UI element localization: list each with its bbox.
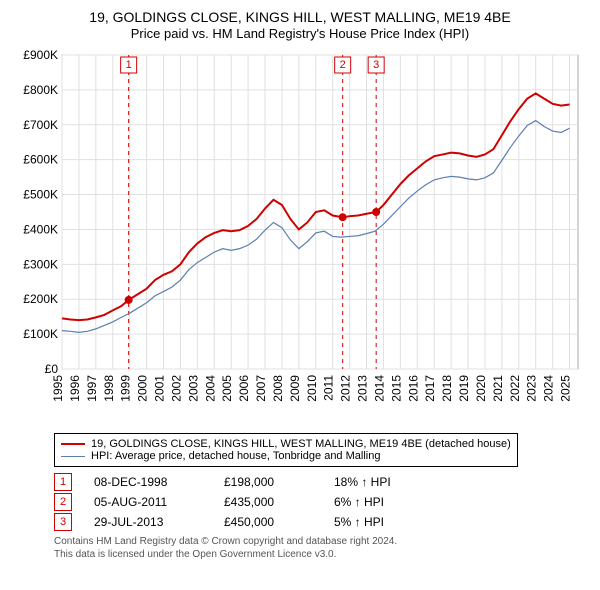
legend-item: HPI: Average price, detached house, Tonb… (61, 450, 511, 462)
svg-text:2005: 2005 (220, 375, 234, 402)
svg-text:1999: 1999 (119, 375, 133, 402)
chart-container: 19, GOLDINGS CLOSE, KINGS HILL, WEST MAL… (0, 0, 600, 569)
svg-text:2013: 2013 (356, 375, 370, 402)
svg-text:£100K: £100K (23, 327, 58, 341)
svg-text:2018: 2018 (440, 375, 454, 402)
svg-text:2000: 2000 (136, 375, 150, 402)
svg-text:2010: 2010 (305, 375, 319, 402)
event-price: £450,000 (224, 515, 334, 529)
svg-text:2023: 2023 (525, 375, 539, 402)
svg-text:£200K: £200K (23, 292, 58, 306)
svg-text:2003: 2003 (186, 375, 200, 402)
footer-line-1: Contains HM Land Registry data © Crown c… (54, 535, 586, 548)
price-chart: £0 £100K £200K £300K £400K £500K £600K £700K £80… (14, 47, 586, 427)
svg-text:2015: 2015 (389, 375, 403, 402)
svg-text:2011: 2011 (322, 375, 336, 401)
event-price: £435,000 (224, 495, 334, 509)
chart-svg: £0 £100K £200K £300K £400K £500K £600K £700K £80… (14, 47, 586, 427)
event-price: £198,000 (224, 475, 334, 489)
legend-label: HPI: Average price, detached house, Tonb… (91, 450, 380, 462)
svg-text:£700K: £700K (23, 118, 58, 132)
svg-text:1: 1 (126, 59, 132, 71)
event-marker: 3 (54, 513, 72, 531)
svg-text:£500K: £500K (23, 188, 58, 202)
event-delta: 5% ↑ HPI (334, 515, 454, 529)
svg-text:2022: 2022 (508, 375, 522, 402)
svg-text:2002: 2002 (169, 375, 183, 402)
svg-text:2024: 2024 (542, 375, 556, 402)
svg-text:£400K: £400K (23, 223, 58, 237)
attribution-footer: Contains HM Land Registry data © Crown c… (54, 535, 586, 561)
svg-text:2006: 2006 (237, 375, 251, 402)
footer-line-2: This data is licensed under the Open Gov… (54, 548, 586, 561)
svg-text:£300K: £300K (23, 258, 58, 272)
svg-text:2020: 2020 (474, 375, 488, 402)
legend-swatch (61, 443, 85, 445)
svg-text:£0: £0 (45, 362, 59, 376)
legend: 19, GOLDINGS CLOSE, KINGS HILL, WEST MAL… (54, 433, 518, 467)
sale-event-row: 3 29-JUL-2013£450,0005% ↑ HPI (54, 513, 586, 531)
svg-text:1995: 1995 (51, 375, 65, 402)
svg-text:2009: 2009 (288, 375, 302, 402)
event-marker: 2 (54, 493, 72, 511)
svg-text:1996: 1996 (68, 375, 82, 402)
svg-text:2014: 2014 (372, 375, 386, 402)
event-date: 05-AUG-2011 (94, 495, 224, 509)
svg-text:2016: 2016 (406, 375, 420, 402)
svg-text:2012: 2012 (339, 375, 353, 402)
chart-title: 19, GOLDINGS CLOSE, KINGS HILL, WEST MAL… (14, 8, 586, 26)
svg-text:2: 2 (340, 59, 346, 71)
svg-text:£600K: £600K (23, 153, 58, 167)
event-date: 08-DEC-1998 (94, 475, 224, 489)
svg-text:2008: 2008 (271, 375, 285, 402)
svg-text:2001: 2001 (153, 375, 167, 402)
svg-text:£900K: £900K (23, 48, 58, 62)
legend-item: 19, GOLDINGS CLOSE, KINGS HILL, WEST MAL… (61, 438, 511, 450)
event-delta: 6% ↑ HPI (334, 495, 454, 509)
svg-text:2021: 2021 (491, 375, 505, 402)
svg-text:2025: 2025 (559, 375, 573, 402)
svg-text:£800K: £800K (23, 83, 58, 97)
svg-text:1997: 1997 (85, 375, 99, 402)
svg-text:2017: 2017 (423, 375, 437, 402)
svg-text:2019: 2019 (457, 375, 471, 402)
legend-label: 19, GOLDINGS CLOSE, KINGS HILL, WEST MAL… (91, 438, 511, 450)
sale-events-table: 1 08-DEC-1998£198,00018% ↑ HPI 2 05-AUG-201… (54, 473, 586, 531)
svg-text:2004: 2004 (203, 375, 217, 402)
chart-subtitle: Price paid vs. HM Land Registry's House … (14, 26, 586, 41)
sale-event-row: 2 05-AUG-2011£435,0006% ↑ HPI (54, 493, 586, 511)
event-marker: 1 (54, 473, 72, 491)
event-delta: 18% ↑ HPI (334, 475, 454, 489)
svg-text:2007: 2007 (254, 375, 268, 402)
svg-text:1998: 1998 (102, 375, 116, 402)
svg-text:3: 3 (373, 59, 379, 71)
sale-event-row: 1 08-DEC-1998£198,00018% ↑ HPI (54, 473, 586, 491)
legend-swatch (61, 456, 85, 457)
event-date: 29-JUL-2013 (94, 515, 224, 529)
